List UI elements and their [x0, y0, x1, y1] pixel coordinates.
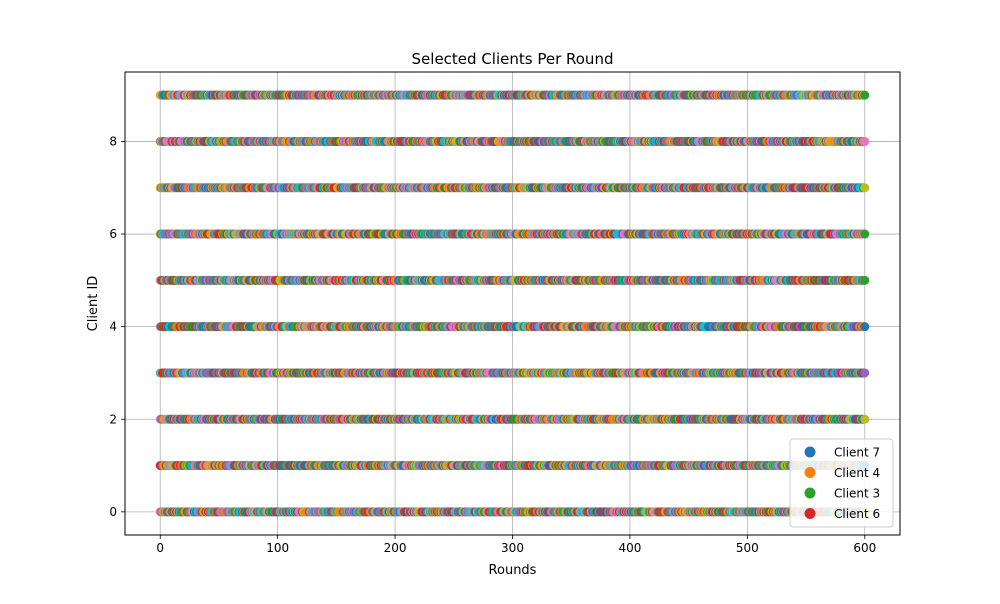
- scatter-chart: 010020030040050060002468 Selected Client…: [0, 0, 1000, 600]
- chart-figure: 010020030040050060002468 Selected Client…: [0, 0, 1000, 600]
